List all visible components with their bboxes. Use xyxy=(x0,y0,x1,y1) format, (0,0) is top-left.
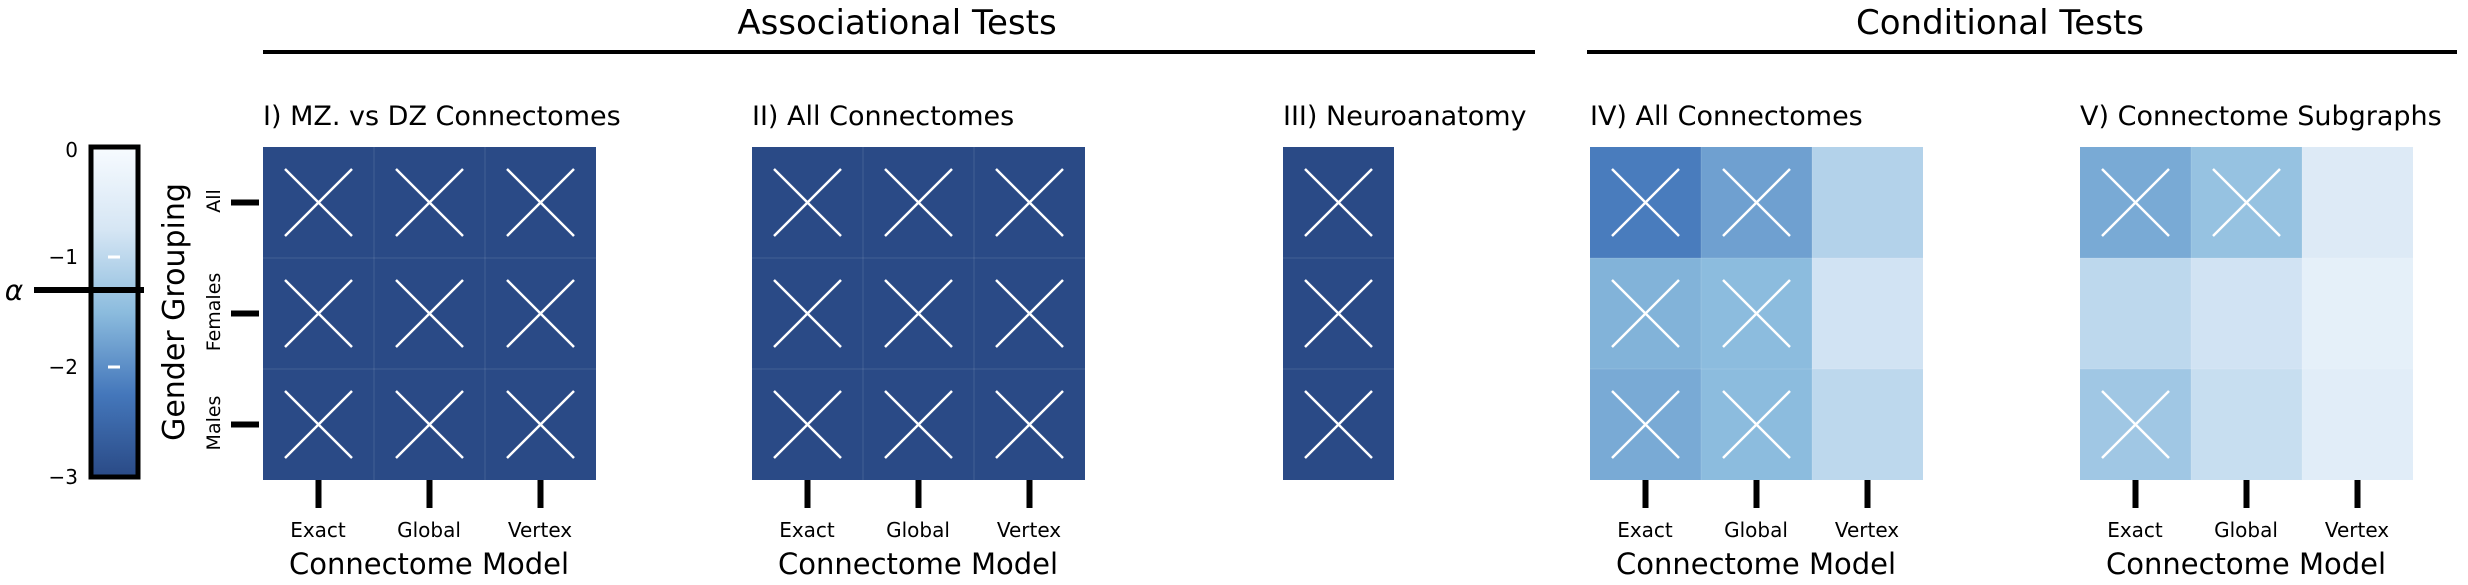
panel-mz-vs-dz-connectomes: I) MZ. vs DZ Connectomes Exact Global Ve… xyxy=(231,101,621,581)
colorbar-tick-3: −3 xyxy=(49,465,78,489)
ylabel: Gender Grouping xyxy=(157,183,192,441)
significance-mark xyxy=(1304,279,1373,348)
row-label-males: Males xyxy=(203,396,225,451)
colorbar-gradient xyxy=(88,144,141,480)
significance-mark xyxy=(284,279,353,348)
significance-mark xyxy=(1611,390,1680,459)
x-tick-global: Global xyxy=(397,518,461,542)
significance-mark xyxy=(506,279,575,348)
heatmap-cell xyxy=(2080,258,2191,369)
significance-mark xyxy=(884,168,953,237)
associational-title: Associational Tests xyxy=(737,3,1056,43)
row-label-all: All xyxy=(203,189,225,213)
significance-mark xyxy=(773,168,842,237)
heatmap-cell xyxy=(1812,369,1923,480)
heatmap-cell xyxy=(2302,258,2413,369)
significance-mark xyxy=(395,279,464,348)
heatmap-cells xyxy=(1283,147,1394,480)
x-tick-global: Global xyxy=(886,518,950,542)
x-tick-exact: Exact xyxy=(1617,518,1673,542)
x-tick-vertex: Vertex xyxy=(508,518,572,542)
row-label-females: Females xyxy=(203,273,225,352)
significance-mark xyxy=(884,390,953,459)
panel-title: V) Connectome Subgraphs xyxy=(2080,101,2442,132)
panel-title: IV) All Connectomes xyxy=(1590,101,1863,132)
heatmap-cells xyxy=(1590,147,1923,508)
x-tick-exact: Exact xyxy=(2107,518,2163,542)
significance-mark xyxy=(395,168,464,237)
heatmap-cells xyxy=(2080,147,2413,508)
x-tick-vertex: Vertex xyxy=(2325,518,2389,542)
x-axis-label: Connectome Model xyxy=(1616,547,1896,581)
significance-mark xyxy=(1722,279,1791,348)
significance-mark xyxy=(995,390,1064,459)
heatmap-cell xyxy=(2191,369,2302,480)
colorbar-tick-0: 0 xyxy=(65,138,78,162)
significance-mark xyxy=(773,279,842,348)
panel-title: III) Neuroanatomy xyxy=(1283,101,1527,132)
colorbar-tick-1: −1 xyxy=(49,245,78,269)
alpha-symbol: α xyxy=(5,274,24,307)
significance-mark xyxy=(2101,168,2170,237)
heatmap-cell xyxy=(2191,258,2302,369)
x-axis-label: Connectome Model xyxy=(2106,547,2386,581)
significance-mark xyxy=(1611,279,1680,348)
colorbar-tick-2: −2 xyxy=(49,355,78,379)
significance-mark xyxy=(1722,168,1791,237)
significance-mark xyxy=(395,390,464,459)
x-axis-label: Connectome Model xyxy=(289,547,569,581)
significance-mark xyxy=(1304,390,1373,459)
significance-mark xyxy=(995,168,1064,237)
heatmap-cells xyxy=(231,147,596,508)
significance-mark xyxy=(884,279,953,348)
panel-all-connectomes-conditional: IV) All Connectomes Exact Global Vertex … xyxy=(1590,101,1923,581)
x-tick-vertex: Vertex xyxy=(1835,518,1899,542)
significance-mark xyxy=(2101,390,2170,459)
x-axis-label: Connectome Model xyxy=(778,547,1058,581)
panel-neuroanatomy: III) Neuroanatomy xyxy=(1283,101,1527,480)
significance-mark xyxy=(995,279,1064,348)
heatmap-cell xyxy=(2302,147,2413,258)
x-tick-vertex: Vertex xyxy=(997,518,1061,542)
significance-mark xyxy=(506,390,575,459)
significance-mark xyxy=(284,390,353,459)
x-tick-global: Global xyxy=(2214,518,2278,542)
significance-mark xyxy=(1611,168,1680,237)
panel-all-connectomes-associational: II) All Connectomes Exact Global Vertex … xyxy=(752,101,1085,581)
significance-mark xyxy=(506,168,575,237)
significance-mark xyxy=(773,390,842,459)
significance-mark xyxy=(1304,168,1373,237)
significance-mark xyxy=(1722,390,1791,459)
heatmap-cells xyxy=(752,147,1085,508)
x-tick-exact: Exact xyxy=(290,518,346,542)
heatmap-cell xyxy=(2302,369,2413,480)
colorbar: 0 −1 −2 −3 α xyxy=(5,138,144,489)
x-tick-exact: Exact xyxy=(779,518,835,542)
significance-mark xyxy=(2212,168,2281,237)
x-tick-global: Global xyxy=(1724,518,1788,542)
panel-title: I) MZ. vs DZ Connectomes xyxy=(263,101,621,132)
panel-title: II) All Connectomes xyxy=(752,101,1014,132)
heatmap-cell xyxy=(1812,258,1923,369)
conditional-title: Conditional Tests xyxy=(1856,3,2144,43)
heatmap-cell xyxy=(1812,147,1923,258)
significance-mark xyxy=(284,168,353,237)
panel-connectome-subgraphs: V) Connectome Subgraphs Exact Global Ver… xyxy=(2080,101,2442,581)
